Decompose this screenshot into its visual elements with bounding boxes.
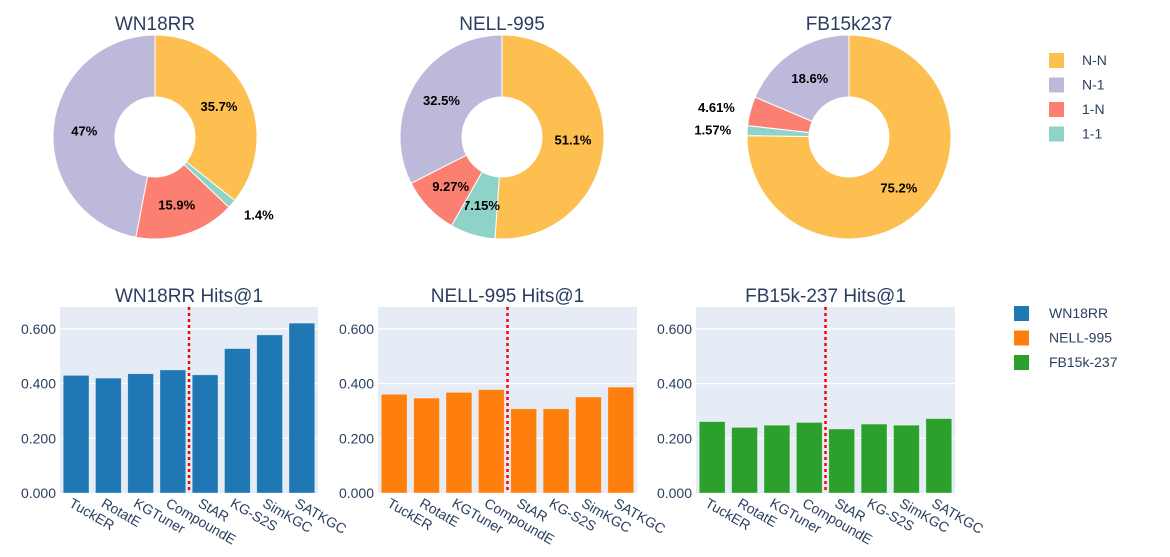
legend-label: NELL-995 (1049, 330, 1112, 346)
pie-slice-1-N (135, 163, 230, 240)
pie-slice-label: 9.27% (432, 179, 469, 194)
bar-chart-title: WN18RR Hits@1 (115, 286, 263, 307)
legend-label: WN18RR (1049, 305, 1108, 321)
bar-TuckER (698, 421, 726, 494)
y-tick-label: 0.200 (657, 430, 692, 446)
bar-chart-FB15k-237: FB15k-237 Hits@10.0000.2000.4000.600Tuck… (657, 286, 986, 548)
pie-slice-N-1 (399, 34, 503, 184)
pie-legend: N-N N-1 1-N 1-1 (1049, 52, 1107, 142)
bar-chart-title: NELL-995 Hits@1 (431, 286, 584, 307)
pie-slice-label: 47% (71, 123, 97, 138)
legend-label: N-1 (1082, 77, 1105, 93)
bar-SATKGC (925, 418, 953, 494)
pie-slice-label: 32.5% (423, 93, 460, 108)
bar-CompoundE (796, 422, 823, 494)
pie-slice-N-N (746, 34, 952, 240)
pie-title: NELL-995 (459, 14, 545, 35)
legend-swatch (1014, 355, 1029, 370)
y-tick-label: 0.000 (657, 485, 692, 501)
pie-slice-label: 1.4% (244, 207, 274, 222)
pie-slice-label: 4.61% (698, 100, 735, 115)
y-tick-label: 0.400 (21, 376, 56, 392)
y-tick-label: 0.200 (339, 430, 374, 446)
legend-swatch (1014, 306, 1029, 321)
pie-slice-N-N (494, 34, 605, 240)
bar-chart-NELL-995: NELL-995 Hits@10.0000.2000.4000.600TuckE… (339, 286, 668, 548)
bar-RotatE (731, 427, 758, 494)
bar-KGTuner (763, 424, 791, 494)
bar-StAR (510, 408, 537, 494)
pie-slice-label: 1.57% (694, 123, 731, 138)
bar-chart-WN18RR: WN18RR Hits@10.0000.2000.4000.600TuckERR… (21, 286, 349, 548)
bar-SimKGC (256, 334, 283, 494)
legend-label: FB15k-237 (1049, 354, 1118, 370)
bar-KG-S2S (542, 408, 570, 494)
bar-RotatE (95, 377, 122, 494)
y-tick-label: 0.400 (339, 376, 374, 392)
pie-chart-WN18RR: WN18RR 35.7% 1.4% 15.9% 47% (52, 14, 274, 240)
pie-chart-FB15k237: FB15k237 75.2% 1.57% 4.61% 18.6% (694, 14, 952, 240)
pie-slice-label: 35.7% (201, 99, 238, 114)
y-tick-label: 0.000 (21, 485, 56, 501)
bar-chart-title: FB15k-237 Hits@1 (745, 286, 906, 307)
pie-slice-N-1 (52, 34, 156, 238)
bar-RotatE (413, 397, 440, 494)
bar-StAR (191, 374, 219, 494)
bar-KGTuner (445, 391, 473, 494)
legend-swatch (1049, 77, 1064, 93)
y-tick-label: 0.000 (339, 485, 374, 501)
pie-title: WN18RR (115, 14, 195, 35)
bar-SATKGC (607, 386, 635, 494)
pie-slice-label: 75.2% (880, 181, 917, 196)
y-tick-label: 0.400 (657, 376, 692, 392)
bar-SimKGC (893, 424, 920, 494)
pie-title: FB15k237 (806, 14, 893, 35)
bar-KG-S2S (860, 423, 888, 494)
legend-swatch (1049, 126, 1064, 142)
bar-legend: WN18RR NELL-995 FB15k-237 (1014, 305, 1118, 370)
bar-StAR (828, 428, 855, 494)
bar-SimKGC (575, 396, 602, 494)
bar-TuckER (380, 393, 408, 494)
bar-CompoundE (478, 389, 505, 494)
legend-label: 1-1 (1082, 126, 1102, 142)
bar-SATKGC (288, 322, 316, 494)
legend-swatch (1049, 102, 1064, 117)
y-tick-label: 0.200 (21, 430, 56, 446)
y-tick-label: 0.600 (339, 321, 374, 337)
legend-label: N-N (1082, 52, 1107, 68)
pie-slice-label: 7.15% (463, 198, 500, 213)
y-tick-label: 0.600 (657, 321, 692, 337)
pie-slice-label: 15.9% (158, 198, 195, 213)
pie-slice-N-N (154, 34, 258, 202)
y-tick-label: 0.600 (21, 321, 56, 337)
pie-slice-label: 51.1% (555, 132, 592, 147)
pie-chart-NELL-995: NELL-995 51.1% 7.15% 9.27% 32.5% (399, 14, 605, 240)
pie-slice-N-1 (754, 34, 850, 123)
bar-KGTuner (127, 373, 154, 494)
bar-CompoundE (159, 369, 187, 494)
legend-swatch (1014, 330, 1029, 346)
pie-slice-label: 18.6% (791, 71, 828, 86)
bar-TuckER (62, 375, 90, 494)
legend-label: 1-N (1082, 101, 1105, 117)
bar-KG-S2S (224, 348, 251, 494)
legend-swatch (1049, 53, 1064, 68)
